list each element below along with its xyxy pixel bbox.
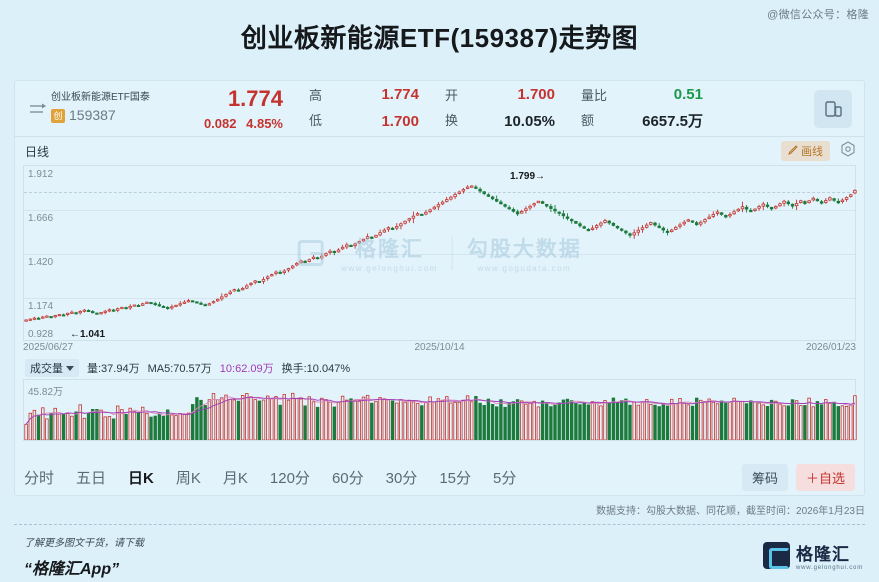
field-label-low: 低 [309, 112, 323, 128]
field-label-amount: 额 [581, 112, 595, 128]
field-value-high: 1.774 [381, 86, 419, 104]
gear-hexagon-icon[interactable] [840, 140, 856, 162]
toolbar-actions: 画线 [781, 140, 856, 162]
y-tick-1: 1.666 [28, 213, 54, 224]
chart-toolbar: 日线 画线 [15, 137, 864, 165]
tab-120min[interactable]: 120分 [269, 469, 310, 487]
brand-name: 格隆汇 [796, 545, 851, 564]
field-label-turnover: 换 [445, 112, 459, 128]
tab-30min[interactable]: 30分 [385, 469, 418, 487]
volume-axis-top: 45.82万 [28, 387, 64, 398]
quote-header: 创业板新能源ETF国泰 创 159387 1.774 0.082 4.85% 高… [15, 81, 864, 137]
tab-fenshi[interactable]: 分时 [24, 469, 55, 487]
last-price: 1.774 [227, 86, 283, 112]
field-value-low: 1.700 [381, 112, 419, 130]
volume-selector-label: 成交量 [30, 363, 63, 375]
add-watchlist-button[interactable]: ＋自选 [795, 463, 855, 491]
date-start: 2025/06/27 [23, 342, 74, 353]
gelonghui-mark-icon [763, 542, 791, 569]
devices-icon[interactable] [814, 89, 852, 128]
change-absolute: 0.082 [203, 116, 237, 132]
tab-zhouk[interactable]: 周K [175, 469, 201, 487]
footer-divider [14, 524, 865, 525]
high-annotation: 1.799→ [510, 171, 546, 182]
field-label-high: 高 [309, 87, 323, 103]
field-group-high-low: 高 低 1.774 1.700 [309, 82, 419, 135]
app-promo: 了解更多图文干货，请下载 “格隆汇App” [24, 534, 144, 579]
brand-url: www.gelonghui.com [796, 565, 863, 571]
y-tick-3: 1.174 [28, 301, 54, 312]
tab-5min[interactable]: 5分 [493, 469, 517, 487]
field-value-volume-ratio: 0.51 [673, 86, 703, 104]
brand-logo: 格隆汇 www.gelonghui.com [763, 540, 863, 571]
field-label-volume-ratio: 量比 [581, 87, 608, 103]
draw-button[interactable]: 画线 [781, 141, 830, 161]
tab-15min[interactable]: 15分 [439, 469, 471, 487]
volume-series [24, 392, 857, 440]
field-value-turnover: 10.05% [504, 112, 555, 130]
instrument-identity[interactable]: 创业板新能源ETF国泰 创 159387 [51, 90, 171, 127]
tab-60min[interactable]: 60分 [331, 469, 364, 487]
field-value-amount: 6657.5万 [642, 112, 703, 130]
tab-yuek[interactable]: 月K [222, 469, 248, 487]
draw-button-label: 画线 [801, 146, 823, 158]
date-middle: 2025/10/14 [414, 342, 465, 353]
period-tabbar: 分时 五日 日K 周K 月K 120分 60分 30分 15分 5分 筹码 ＋自… [14, 458, 865, 496]
wechat-watermark: @微信公众号：格隆 [767, 9, 869, 21]
data-source-note: 数据支持：勾股大数据、同花顺，截至时间：2026年1月23日 [596, 506, 865, 517]
volume-value: 量:37.94万 [87, 363, 140, 375]
volume-indicator-selector[interactable]: 成交量 [25, 359, 79, 377]
y-tick-2: 1.420 [28, 257, 54, 268]
y-tick-4: 0.928 [28, 329, 54, 340]
quote-chart-widget: 创业板新能源ETF国泰 创 159387 1.774 0.082 4.85% 高… [14, 80, 865, 496]
volume-pane[interactable]: 45.82万 [23, 379, 857, 441]
volume-header: 成交量 量:37.94万 MA5:70.57万 10:62.09万 换手:10.… [23, 357, 856, 379]
market-tag: 创 [51, 109, 65, 124]
price-pane[interactable]: 1.912 1.666 1.420 1.174 0.928 1.799→ ←1.… [23, 165, 857, 341]
page-title: 创业板新能源ETF(159387)走势图 [240, 23, 639, 53]
period-label: 日线 [25, 144, 50, 159]
candlestick-series [24, 184, 857, 322]
instrument-code-row: 创 159387 [51, 105, 171, 127]
price-block: 1.774 0.082 4.85% [171, 83, 283, 134]
field-label-open: 开 [445, 87, 459, 103]
volume-ma5: MA5:70.57万 [147, 363, 212, 375]
brand-text: 格隆汇 www.gelonghui.com [796, 540, 863, 571]
low-annotation: ←1.041 [70, 329, 106, 340]
date-end: 2026/01/23 [805, 342, 856, 353]
instrument-code: 159387 [69, 107, 116, 124]
expand-arrow-icon[interactable] [25, 101, 51, 117]
volume-ma10: 10:62.09万 [219, 363, 274, 375]
field-group-open-turnover: 开 换 1.700 10.05% [445, 82, 555, 135]
tab-rik[interactable]: 日K [128, 469, 154, 487]
chart-area[interactable]: 1.912 1.666 1.420 1.174 0.928 1.799→ ←1.… [23, 165, 857, 441]
promo-line-2: “格隆汇App” [24, 561, 120, 578]
field-group-volratio-amount: 量比 额 0.51 6657.5万 [581, 82, 703, 135]
y-tick-0: 1.912 [28, 169, 54, 180]
pencil-icon [788, 144, 798, 158]
change-row: 0.082 4.85% [171, 115, 283, 134]
promo-line-1: 了解更多图文干货，请下载 [24, 538, 144, 549]
tab-wuri[interactable]: 五日 [76, 469, 107, 487]
chips-button[interactable]: 筹码 [741, 463, 788, 491]
change-percent: 4.85% [246, 116, 283, 132]
date-axis: 2025/06/27 2025/10/14 2026/01/23 [23, 341, 856, 357]
instrument-name: 创业板新能源ETF国泰 [51, 91, 150, 103]
field-value-open: 1.700 [517, 86, 555, 104]
chevron-down-icon [66, 362, 74, 374]
volume-turnover: 换手:10.047% [281, 363, 351, 375]
